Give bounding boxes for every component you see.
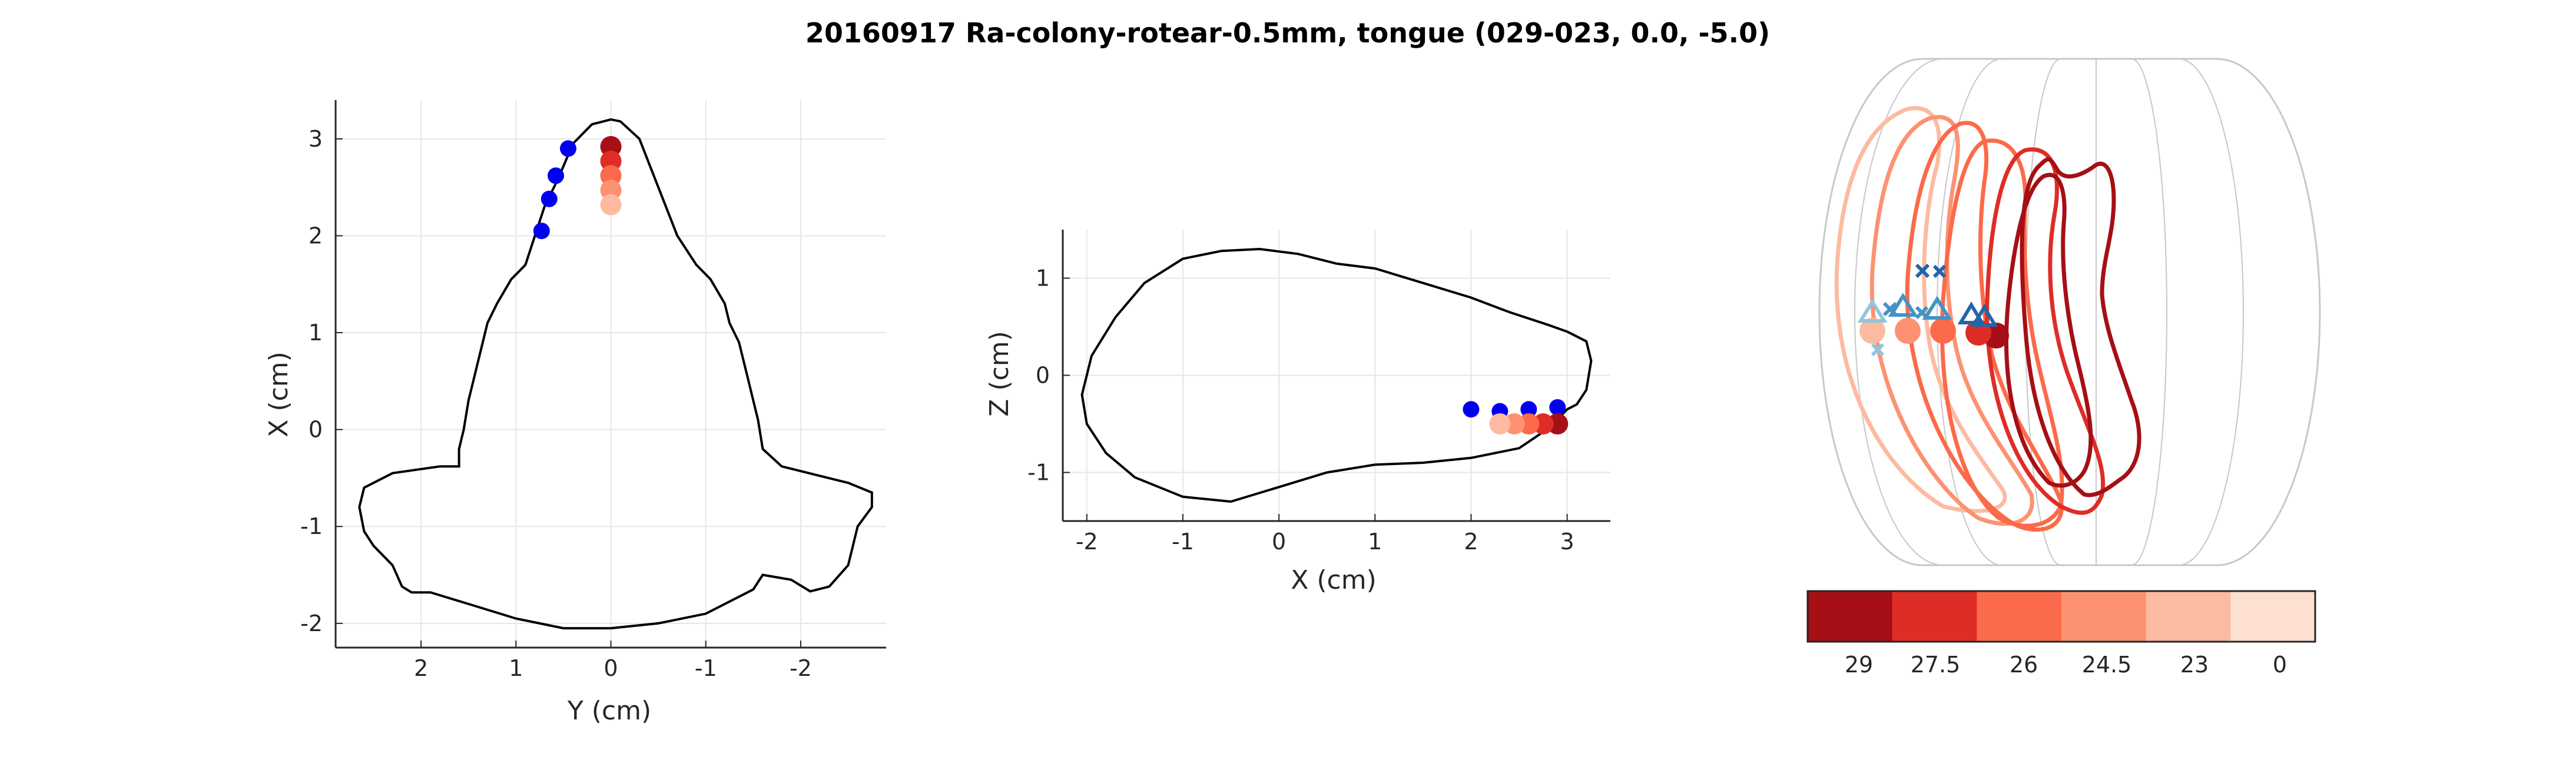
contour-shade-2 xyxy=(1940,138,2064,528)
colorbar-label: 29 xyxy=(1845,652,1873,678)
side-view-x-tick-label: 0 xyxy=(1272,529,1286,555)
figure-title: 20160917 Ra-colony-rotear-0.5mm, tongue … xyxy=(805,17,1770,49)
side-view-markers xyxy=(1463,399,1569,434)
top-view-blue-point xyxy=(559,140,576,157)
colorbar-frame xyxy=(1806,590,2316,643)
top-view-markers xyxy=(533,136,622,240)
side-view-y-tick-label: -1 xyxy=(1027,460,1050,486)
side-view-axes xyxy=(1062,230,1610,522)
top-view-blue-point xyxy=(533,223,550,240)
top-view-y-tick-label: -1 xyxy=(300,513,323,539)
top-view-red-point xyxy=(600,194,622,215)
side-view-tongue-outline xyxy=(1080,247,1593,503)
top-view-plot: 2 1 0 -1 -2 -2 -1 0 1 2 3 Y (cm) X (cm) xyxy=(264,100,886,726)
colorbar-cell xyxy=(1808,591,1893,642)
colorbar-cell xyxy=(2230,591,2316,642)
colorbar: 29 27.5 26 24.5 23 0 xyxy=(1806,590,2316,678)
colorbar-cell xyxy=(1977,591,2062,642)
top-view-x-tick-label: -2 xyxy=(790,655,812,681)
top-view-red-point xyxy=(600,150,622,172)
top-view-y-tick-label: 2 xyxy=(309,223,323,248)
colorbar-cell xyxy=(2061,591,2147,642)
marker-triangle xyxy=(1970,304,1998,327)
side-view-blue-point xyxy=(1520,401,1537,418)
marker-cross xyxy=(1882,301,1898,317)
side-view-plot: -2 -1 0 1 2 3 -1 0 1 X (cm) Z (cm) xyxy=(984,230,1610,595)
wireframe-back-rim xyxy=(2216,58,2321,566)
3d-tongue-view xyxy=(1818,58,2321,566)
marker-triangle xyxy=(1888,293,1918,317)
top-view-red-point xyxy=(600,136,622,158)
marker-circle-shade-3 xyxy=(1895,318,1921,344)
side-view-x-tick-label: 2 xyxy=(1464,529,1478,555)
top-view-y-tick-label: 3 xyxy=(309,126,323,152)
top-view-y-tick-label: -2 xyxy=(300,611,323,636)
top-view-red-point xyxy=(600,165,622,187)
top-view-y-tick-label: 0 xyxy=(309,417,323,443)
wireframe-arc xyxy=(1854,58,1944,566)
marker-cross xyxy=(1871,343,1885,357)
side-view-blue-point xyxy=(1463,401,1480,418)
side-view-y-tick-label: 0 xyxy=(1036,363,1050,389)
wireframe-arc xyxy=(2131,58,2167,566)
side-view-x-tick-label: 1 xyxy=(1368,529,1382,555)
top-view-x-tick-label: 1 xyxy=(509,655,523,681)
top-view-x-tick-label: -1 xyxy=(695,655,717,681)
side-view-red-point xyxy=(1489,413,1511,434)
top-view-red-point xyxy=(600,180,622,201)
top-view-tick-labels: 2 1 0 -1 -2 -2 -1 0 1 2 3 xyxy=(300,126,812,681)
side-view-grid xyxy=(1063,230,1610,521)
side-view-x-tick-label: -2 xyxy=(1076,529,1098,555)
side-view-blue-point xyxy=(1549,399,1566,416)
side-view-xlabel: X (cm) xyxy=(1291,565,1377,595)
side-view-ylabel: Z (cm) xyxy=(984,331,1015,417)
colorbar-label: 26 xyxy=(2010,652,2038,678)
colorbar-label: 24.5 xyxy=(2082,652,2132,678)
top-view-x-tick-label: 2 xyxy=(414,655,428,681)
marker-triangle xyxy=(1957,301,1985,324)
side-view-x-tick-label: -1 xyxy=(1172,529,1194,555)
contour-shade-0 xyxy=(2004,172,2093,488)
colorbar-label: 0 xyxy=(2273,652,2287,678)
marker-triangle xyxy=(1922,296,1952,320)
colorbar-cell xyxy=(1892,591,1977,642)
colorbar-cells xyxy=(1808,591,2316,642)
marker-triangle xyxy=(1857,298,1888,323)
colorbar-label: 27.5 xyxy=(1911,652,1961,678)
marker-circle-shade-4 xyxy=(1859,318,1885,344)
contour-shade-4 xyxy=(1834,106,2007,513)
top-view-axes xyxy=(334,100,886,649)
marker-cross xyxy=(1915,263,1947,278)
wireframe-front-rim xyxy=(1818,58,1923,566)
contour-shade-0 xyxy=(2020,157,2141,497)
side-view-tick-labels: -2 -1 0 1 2 3 -1 0 1 xyxy=(1027,266,1574,555)
contour-shade-2 xyxy=(1905,121,2064,532)
colorbar-label: 23 xyxy=(2180,652,2209,678)
top-view-blue-point xyxy=(548,167,564,184)
top-view-tongue-outline xyxy=(358,118,873,630)
colorbar-tick-labels: 29 27.5 26 24.5 23 0 xyxy=(1845,652,2287,678)
contour-shade-1 xyxy=(1985,147,2106,515)
colorbar-cell xyxy=(2146,591,2231,642)
top-view-blue-point xyxy=(541,190,558,207)
3d-markers xyxy=(1857,263,2009,357)
top-view-xlabel: Y (cm) xyxy=(567,696,651,726)
marker-circle-shade-2 xyxy=(1930,318,1956,344)
wireframe-arc xyxy=(1937,58,2003,566)
top-view-y-tick-label: 1 xyxy=(309,320,323,346)
wireframe-arc xyxy=(2178,58,2244,566)
top-view-x-tick-label: 0 xyxy=(604,655,618,681)
side-view-y-tick-label: 1 xyxy=(1036,266,1050,291)
side-view-x-tick-label: 3 xyxy=(1560,529,1574,555)
top-view-ylabel: X (cm) xyxy=(264,351,294,437)
marker-cross xyxy=(1915,306,1929,320)
